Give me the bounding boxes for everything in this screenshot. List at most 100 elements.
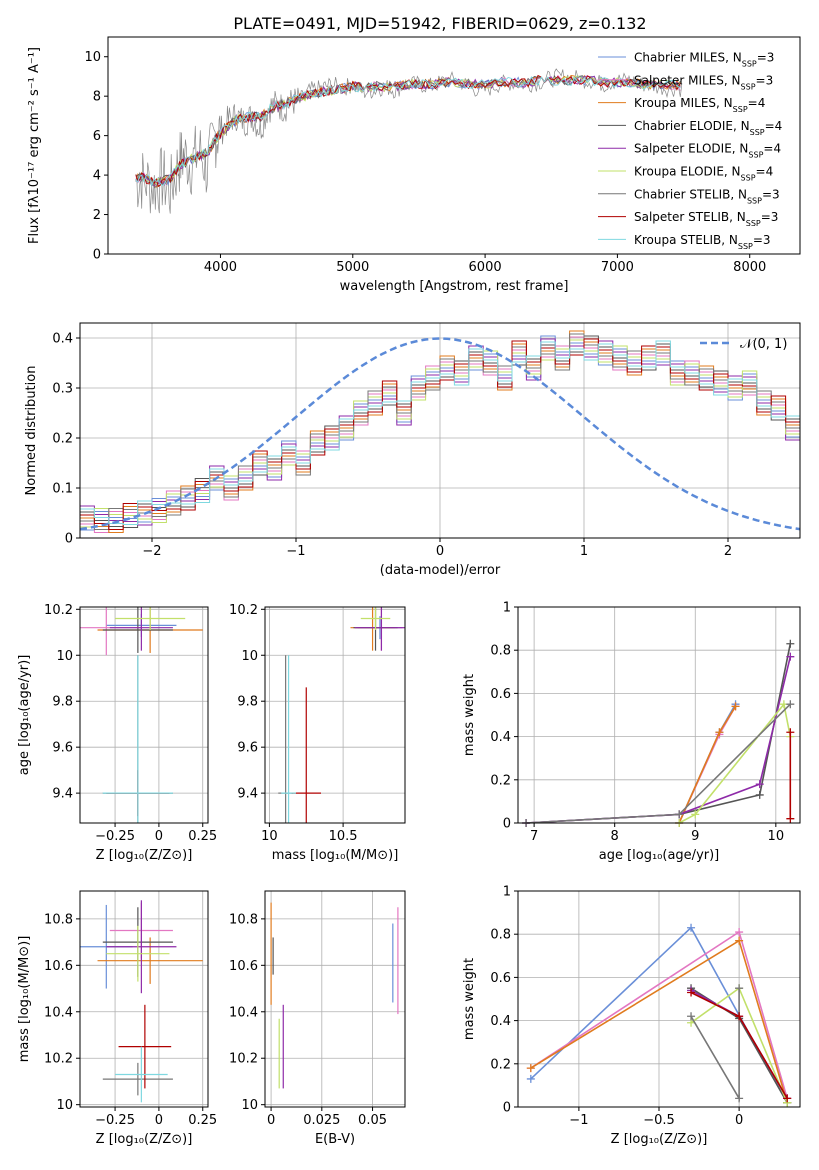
y-tick-label: 10.2	[229, 603, 258, 618]
weight_vs_age-frame	[517, 606, 801, 824]
age_vs_Z-background	[80, 607, 208, 823]
x-axis-label: mass [log₁₀(M/M⊙)]	[272, 848, 399, 863]
weight-marker	[735, 1094, 744, 1103]
weight_vs_age-marks	[522, 639, 795, 827]
weight-marker	[687, 923, 696, 932]
weight-marker	[735, 984, 744, 993]
x-axis-label: (data-model)/error	[380, 563, 501, 578]
y-tick-label: 10.2	[44, 1052, 73, 1067]
y-tick-label: 10.2	[229, 1052, 258, 1067]
weight-marker	[687, 1012, 696, 1021]
y-tick-label: 10.6	[44, 959, 73, 974]
weight-marker	[786, 814, 795, 823]
x-tick-label: 2	[724, 544, 732, 559]
weight-marker	[735, 1012, 744, 1021]
weight-marker	[755, 780, 764, 789]
y-axis-label: Flux [fλ10⁻¹⁷ erg cm⁻² s⁻¹ A⁻¹]	[27, 47, 42, 244]
weight-marker	[731, 702, 740, 711]
legend-entry: 𝒩(0, 1)	[740, 337, 787, 352]
x-tick-label: 0	[155, 1113, 163, 1128]
weight_vs_Z-marks	[526, 923, 792, 1107]
y-tick-label: 10.6	[229, 959, 258, 974]
y-tick-label: 0.2	[490, 1057, 511, 1072]
y-tick-label: 0.4	[490, 1014, 511, 1029]
legend-entry: Salpeter MILES, NSSP=3	[634, 73, 773, 91]
mass_vs_ebv-panel: 0 0.025 0.05 10 10.2 10.4 10.6 10.8 E(B-V)	[229, 890, 406, 1147]
legend-entry: Kroupa ELODIE, NSSP=4	[634, 165, 773, 183]
y-tick-label: 10	[241, 649, 258, 664]
x-tick-label: 0	[155, 829, 163, 844]
x-tick-label: 1	[580, 544, 588, 559]
spectrum-legend: Chabrier MILES, NSSP=3 Salpeter MILES, NS…	[598, 51, 782, 251]
spectrum-model-line	[135, 74, 681, 188]
x-tick-label: −0.25	[95, 1113, 135, 1128]
y-tick-label: 0.6	[490, 971, 511, 986]
legend-entry: Chabrier ELODIE, NSSP=4	[634, 119, 782, 137]
x-tick-label: 5000	[336, 260, 369, 275]
y-tick-label: 0	[503, 1101, 511, 1116]
weight-line	[678, 702, 792, 824]
y-tick-label: 10.8	[229, 912, 258, 927]
weight-marker	[786, 728, 795, 737]
y-tick-label: 10	[56, 1098, 73, 1113]
y-axis-label: age [log₁₀(age/yr)]	[17, 655, 32, 776]
x-axis-label: E(B-V)	[315, 1132, 355, 1147]
y-tick-label: 0.2	[490, 773, 511, 788]
y-tick-label: 2	[93, 208, 101, 223]
y-tick-label: 9.6	[237, 741, 258, 756]
mass_vs_Z-background	[80, 891, 208, 1107]
y-tick-label: 1	[503, 601, 511, 616]
y-tick-label: 0.3	[52, 382, 73, 397]
x-axis-label: Z [log₁₀(Z/Z⊙)]	[611, 1132, 708, 1147]
x-tick-label: 9	[691, 829, 699, 844]
x-tick-label: 10.5	[329, 829, 358, 844]
weight-marker	[526, 1064, 535, 1073]
y-tick-label: 9.8	[52, 695, 73, 710]
legend-entry: Chabrier MILES, NSSP=3	[634, 51, 774, 69]
x-tick-label: −0.5	[643, 1113, 675, 1128]
x-axis-label: age [log₁₀(age/yr)]	[599, 848, 720, 863]
weight-marker	[735, 928, 744, 937]
weight-marker	[755, 790, 764, 799]
y-tick-label: 1	[503, 885, 511, 900]
x-tick-label: 0.25	[188, 1113, 217, 1128]
histogram-step	[80, 340, 800, 525]
y-axis-label: Normed distribution	[24, 366, 39, 496]
x-tick-label: 0.25	[188, 829, 217, 844]
mass_vs_ebv-background	[265, 891, 405, 1107]
y-tick-label: 0.2	[52, 432, 73, 447]
legend-entry: Kroupa MILES, NSSP=4	[634, 96, 765, 114]
age_vs_Z-frame	[79, 606, 209, 824]
age_vs_mass-panel: 10 10.5 9.4 9.6 9.8 10 10.2 mass [log₁₀(M/M⊙)]	[229, 603, 406, 863]
x-tick-label: 0	[436, 544, 444, 559]
spectrum-background	[108, 37, 800, 254]
legend-entry: Kroupa STELIB, NSSP=3	[634, 233, 771, 251]
y-tick-label: 9.4	[52, 787, 73, 802]
spectrum-model-line	[135, 76, 681, 187]
weight_vs_age-background	[518, 607, 800, 823]
y-tick-label: 0	[503, 817, 511, 832]
x-tick-label: 0.025	[303, 1113, 340, 1128]
x-tick-label: 10	[768, 829, 785, 844]
x-tick-label: 0.05	[358, 1113, 387, 1128]
x-tick-label: −1	[569, 1113, 588, 1128]
age_vs_Z-marks	[80, 607, 203, 823]
weight-marker	[526, 1074, 535, 1083]
y-tick-label: 0.1	[52, 482, 73, 497]
x-tick-label: 8	[611, 829, 619, 844]
x-tick-label: 7000	[601, 260, 634, 275]
weight_vs_age-panel: 7 8 9 10 0 0.2 0.4 0.6 0.8 1 age [log₁₀(age/yr)] ma…	[462, 601, 801, 863]
weight-marker	[786, 700, 795, 709]
x-axis-label: Z [log₁₀(Z/Z⊙)]	[96, 848, 193, 863]
mass_vs_Z-frame	[79, 890, 209, 1108]
y-axis-label: mass weight	[462, 958, 477, 1040]
x-tick-label: −1	[286, 544, 305, 559]
y-tick-label: 10.2	[44, 603, 73, 618]
mass_vs_Z-panel: −0.25 0 0.25 10 10.2 10.4 10.6 10.8 Z [log₁₀(Z/Z…	[17, 890, 217, 1147]
weight-marker	[783, 1094, 792, 1103]
y-tick-label: 9.4	[237, 787, 258, 802]
y-tick-label: 0.6	[490, 687, 511, 702]
y-tick-label: 0.8	[490, 928, 511, 943]
